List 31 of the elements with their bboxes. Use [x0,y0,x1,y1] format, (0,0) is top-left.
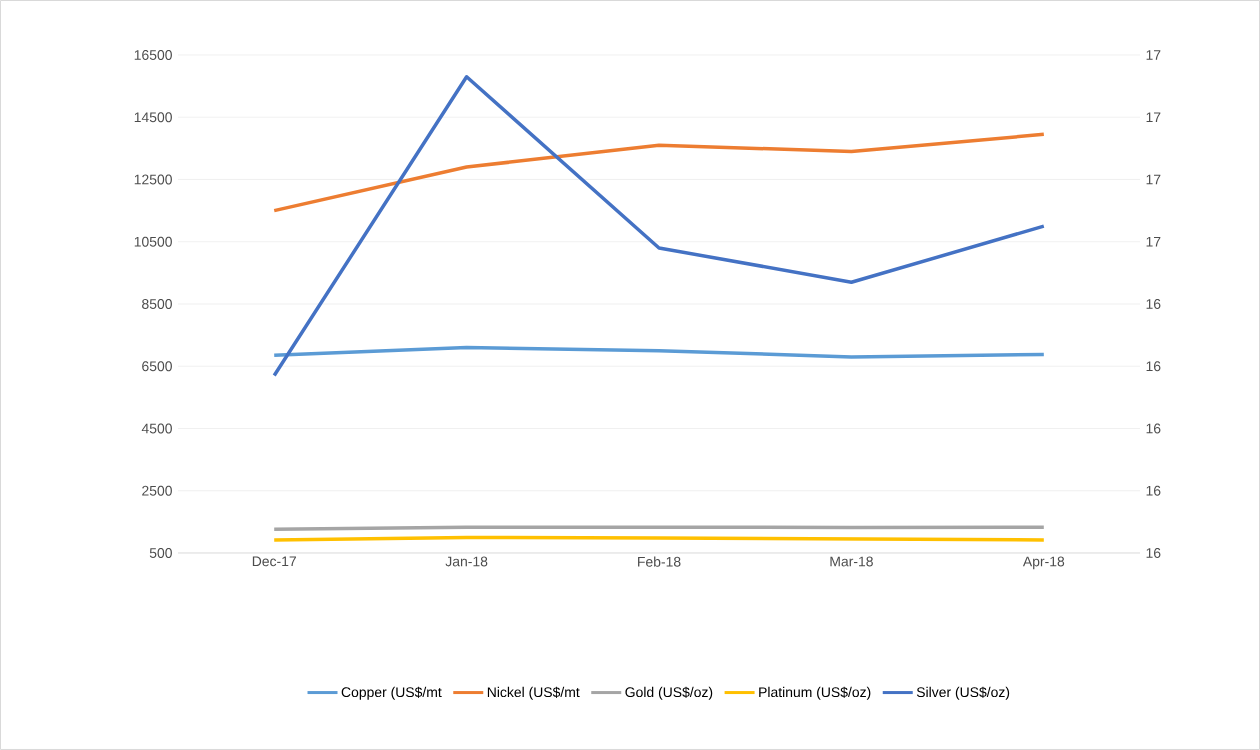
x-tick-label: Dec-17 [252,556,296,567]
y2-tick-label: 16 [1146,485,1161,496]
y-tick-label: 2500 [142,485,172,496]
y-tick-label: 10500 [134,236,172,247]
y2-tick-label: 17 [1146,174,1161,185]
y-tick-label: 8500 [142,299,172,309]
line-series [272,75,1046,378]
x-tick-label: Mar-18 [830,556,873,567]
legend-label: Gold (US$/oz) [625,686,713,700]
y2-tick-label: 16 [1146,548,1161,558]
y2-tick-label: 16 [1146,299,1161,309]
y-tick-label: 6500 [142,361,172,372]
line-series [272,345,1046,359]
y-tick-label: 14500 [134,112,172,123]
x-tick-label: Jan-18 [445,556,488,567]
line-series [272,132,1046,213]
y2-tick-label: 16 [1146,361,1161,372]
x-tick-label: Apr-18 [1022,556,1065,570]
legend-label: Nickel (US$/mt [487,686,580,700]
x-tick-label: Feb-18 [638,556,681,567]
legend-label: Copper (US$/mt [341,686,442,700]
y-tick-label: 12500 [134,174,172,185]
y2-tick-label: 16 [1146,423,1161,434]
y2-tick-label: 17 [1146,50,1161,60]
y2-tick-label: 17 [1146,112,1161,123]
legend-label: Platinum (US$/oz) [759,686,871,700]
legend-label: Silver (US$/oz) [916,686,1010,700]
y-tick-label: 4500 [141,423,172,434]
y-tick-label: 16500 [134,50,172,60]
y2-tick-label: 17 [1146,236,1161,247]
y-tick-label: 500 [149,548,172,558]
